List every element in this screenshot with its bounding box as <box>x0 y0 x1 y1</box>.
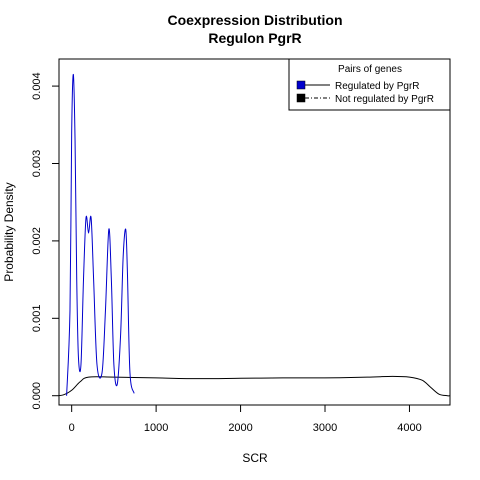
y-tick-label: 0.004 <box>31 72 43 100</box>
legend-entry-regulated: Regulated by PgrR <box>335 81 420 92</box>
series-line-not-regulated <box>59 375 450 397</box>
legend: Pairs of genes Regulated by PgrR Not reg… <box>288 58 451 111</box>
x-tick-label: 3000 <box>313 422 337 434</box>
series-line-regulated <box>66 73 135 396</box>
legend-entry-not-regulated: Not regulated by PgrR <box>335 94 434 105</box>
series-layer <box>59 73 450 397</box>
y-tick-label: 0.002 <box>31 227 43 255</box>
y-tick-label: 0.003 <box>31 150 43 178</box>
x-tick-label: 1000 <box>144 422 168 434</box>
x-tick-label: 0 <box>69 422 75 434</box>
legend-swatch-regulated <box>296 80 306 90</box>
y-tick-label: 0.001 <box>31 305 43 333</box>
y-axis: 0.000 0.001 0.002 0.003 0.004 <box>31 72 59 409</box>
y-axis-label: Probability Density <box>2 182 16 281</box>
x-axis: 0 1000 2000 3000 4000 <box>69 405 422 434</box>
chart-title: Coexpression Distribution <box>167 12 342 28</box>
legend-title: Pairs of genes <box>338 64 402 75</box>
legend-swatch-not-regulated <box>296 93 306 103</box>
y-tick-label: 0.000 <box>31 382 43 410</box>
legend-box <box>288 58 451 111</box>
plot-frame <box>58 58 451 406</box>
chart-subtitle: Regulon PgrR <box>208 30 301 46</box>
x-axis-label: SCR <box>242 451 268 465</box>
x-tick-label: 4000 <box>397 422 421 434</box>
x-tick-label: 2000 <box>228 422 252 434</box>
